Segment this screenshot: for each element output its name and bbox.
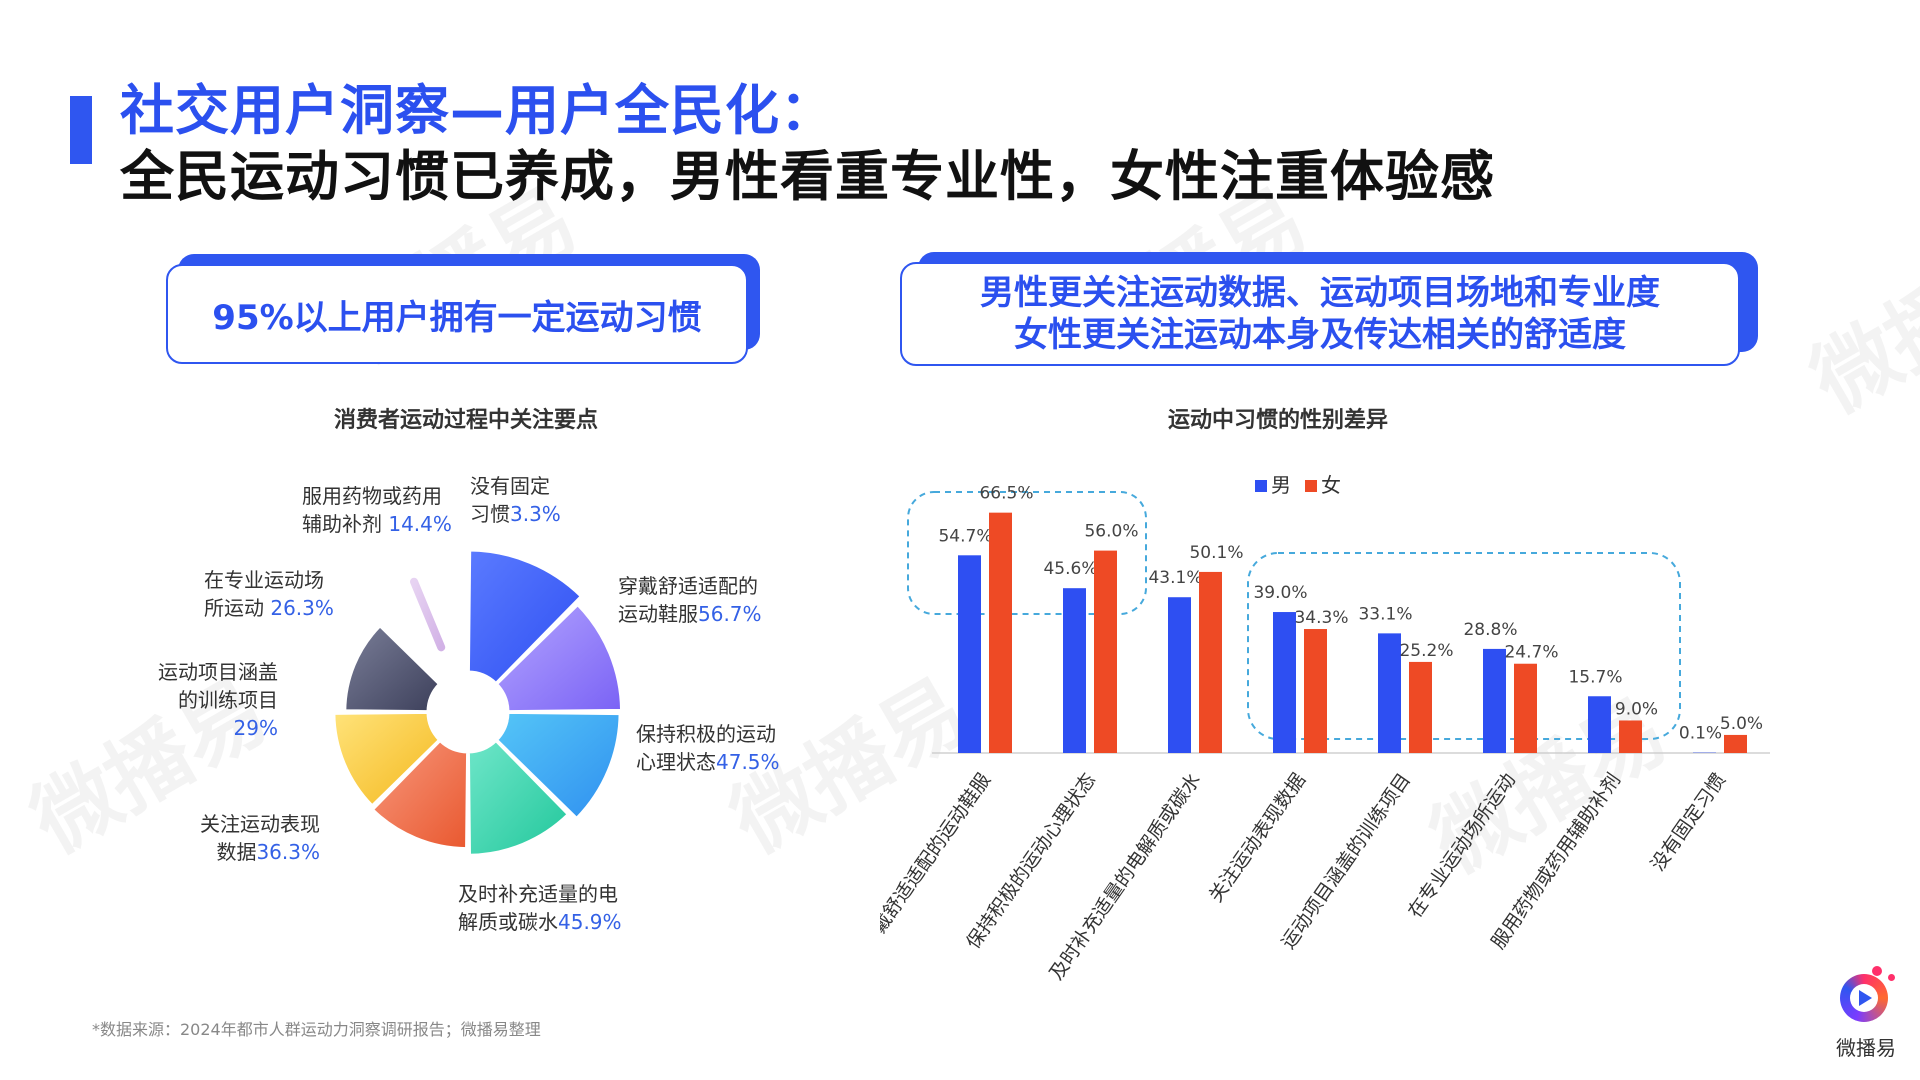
bar-value-label: 28.8%: [1463, 620, 1517, 640]
pie-label-line1: 关注运动表现: [200, 812, 320, 836]
pie-slice: [494, 710, 622, 821]
pie-hole: [428, 672, 508, 752]
bar-male: [1273, 612, 1296, 753]
pie-label-pct: 26.3%: [270, 596, 334, 620]
bar-male: [1063, 588, 1086, 753]
bar-female: [1724, 734, 1747, 753]
pie-label-pct: 3.3%: [510, 502, 561, 526]
pie-slice: [343, 623, 442, 714]
bar-male: [1168, 597, 1191, 753]
pie-chart: [332, 548, 624, 857]
bar-male: [1588, 696, 1611, 753]
legend-swatch: [1255, 480, 1267, 492]
data-source-note: *数据来源：2024年都市人群运动力洞察调研报告；微播易整理: [92, 1020, 541, 1039]
legend-label: 女: [1321, 473, 1341, 497]
bar-chart: 男女54.7%66.5%穿戴舒适适配的运动鞋服45.6%56.0%保持积极的运动…: [880, 473, 1770, 984]
pie-label-line2: 数据: [216, 840, 257, 864]
bar-value-label: 9.0%: [1615, 699, 1658, 719]
bar-value-label: 33.1%: [1358, 604, 1412, 624]
pie-label-pct: 29%: [233, 716, 278, 740]
page-subtitle: 全民运动习惯已养成，男性看重专业性，女性注重体验感: [120, 145, 1495, 208]
x-tick-label: 没有固定习惯: [1647, 769, 1730, 875]
bar-value-label: 56.0%: [1084, 522, 1138, 542]
pie-label-pct: 45.9%: [558, 910, 622, 934]
pie-label-line1: 穿戴舒适适配的: [618, 574, 758, 598]
bar-female: [1094, 550, 1117, 753]
page-title: 社交用户洞察—用户全民化：: [120, 79, 835, 142]
pie-label-2: 及时补充适量的电 解质或碳水45.9%: [458, 880, 622, 936]
pie-label-line1: 没有固定: [470, 474, 550, 498]
bar-female: [1409, 661, 1432, 753]
pie-label-pct: 14.4%: [388, 512, 452, 536]
logo-text: 微播易: [1836, 1036, 1896, 1060]
play-icon: [1859, 990, 1872, 1006]
brand-logo: 微播易: [1828, 966, 1904, 1066]
pie-label-5: 在专业运动场 所运动 26.3%: [204, 566, 334, 622]
legend-label: 男: [1271, 473, 1291, 497]
bar-value-label: 39.0%: [1253, 583, 1307, 603]
pie-label-line1: 及时补充适量的电: [458, 882, 618, 906]
pie-chart-title: 消费者运动过程中关注要点: [334, 408, 599, 433]
x-tick-label: 在专业运动场所运动: [1404, 769, 1520, 922]
pie-label-line2: 心理状态: [636, 750, 716, 774]
callout-line2: 女性更关注运动本身及传达相关的舒适度: [1014, 315, 1626, 355]
pie-label-pct: 56.7%: [698, 602, 762, 626]
pie-label-1: 保持积极的运动 心理状态47.5%: [636, 720, 780, 776]
bar-value-label: 43.1%: [1148, 568, 1202, 588]
bar-value-label: 50.1%: [1189, 543, 1243, 563]
bar-male: [1483, 648, 1506, 753]
bar-female: [1514, 663, 1537, 753]
pie-label-pct: 47.5%: [716, 750, 780, 774]
pie-label-line2: 辅助补剂: [302, 512, 382, 536]
pie-label-line1: 保持积极的运动: [636, 722, 776, 746]
pie-label-line2: 的训练项目: [178, 688, 278, 712]
pie-label-line1: 服用药物或药用: [302, 484, 442, 508]
bar-value-label: 5.0%: [1720, 714, 1763, 734]
pie-slice: [410, 577, 446, 652]
pie-slice: [466, 548, 584, 686]
title-accent-bar: [70, 96, 92, 164]
pie-label-0: 穿戴舒适适配的 运动鞋服56.7%: [618, 572, 762, 628]
bar-female: [1304, 629, 1327, 753]
legend-swatch: [1305, 480, 1317, 492]
bar-female: [1619, 720, 1642, 753]
legend: 男女: [1255, 473, 1341, 497]
highlight-box-female: [907, 491, 1147, 615]
pie-label-line1: 运动项目涵盖: [158, 660, 278, 684]
bar-value-label: 45.6%: [1043, 559, 1097, 579]
bar-value-label: 24.7%: [1504, 643, 1558, 663]
bar-female: [989, 512, 1012, 753]
bar-value-label: 15.7%: [1568, 667, 1622, 687]
callout-text: 95%以上用户拥有一定运动习惯: [212, 297, 702, 338]
x-tick-label: 关注运动表现数据: [1205, 769, 1310, 906]
pie-label-line2: 所运动: [204, 596, 264, 620]
pie-label-line2: 解质或碳水: [458, 910, 558, 934]
callout-box: 男性更关注运动数据、运动项目场地和专业度 女性更关注运动本身及传达相关的舒适度: [900, 262, 1740, 366]
bar-value-label: 54.7%: [938, 526, 992, 546]
pie-slice: [494, 602, 624, 714]
pie-label-line2: 习惯: [470, 502, 510, 526]
pie-label-7: 没有固定 习惯3.3%: [470, 472, 561, 528]
bar-chart-title: 运动中习惯的性别差异: [1168, 408, 1389, 433]
pie-label-4: 运动项目涵盖 的训练项目 29%: [144, 658, 278, 742]
bar-male: [958, 555, 981, 753]
pie-label-line2: 运动鞋服: [618, 602, 698, 626]
callout-line1: 男性更关注运动数据、运动项目场地和专业度: [980, 273, 1660, 313]
watermark: 微播易: [1787, 205, 1920, 436]
bar-male: [1378, 633, 1401, 753]
pie-label-6: 服用药物或药用 辅助补剂 14.4%: [302, 482, 452, 538]
bar-value-label: 0.1%: [1679, 724, 1722, 744]
pie-label-3: 关注运动表现 数据36.3%: [186, 810, 320, 866]
bar-value-label: 66.5%: [979, 484, 1033, 504]
pie-label-line1: 在专业运动场: [204, 568, 324, 592]
callout-box: 95%以上用户拥有一定运动习惯: [166, 264, 748, 364]
bar-value-label: 34.3%: [1294, 608, 1348, 628]
pie-label-pct: 36.3%: [256, 840, 320, 864]
bar-value-label: 25.2%: [1399, 641, 1453, 661]
bar-female: [1199, 571, 1222, 753]
